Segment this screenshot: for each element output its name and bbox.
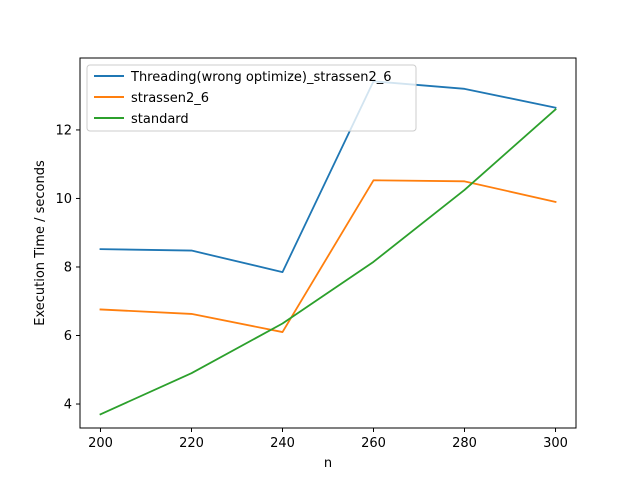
x-axis-label: n <box>324 456 332 471</box>
legend: Threading(wrong optimize)_strassen2_6 st… <box>86 64 417 132</box>
series-layer <box>99 80 557 416</box>
x-tick-label: 200 <box>88 436 113 451</box>
series-line-2 <box>99 108 557 416</box>
x-tick-label: 300 <box>543 436 568 451</box>
y-axis-label: Execution Time / seconds <box>33 160 48 326</box>
x-tick-label: 240 <box>270 436 295 451</box>
legend-label-standard: standard <box>131 112 189 127</box>
x-axis-ticks: 200 220 240 260 280 300 <box>88 428 568 451</box>
series-line-1 <box>99 179 557 333</box>
y-tick-label: 12 <box>55 123 72 138</box>
y-tick-label: 8 <box>64 260 72 275</box>
y-tick-label: 10 <box>55 192 72 207</box>
y-tick-label: 4 <box>64 398 72 413</box>
y-tick-label: 6 <box>64 329 72 344</box>
y-axis-ticks: 4 6 8 10 12 <box>55 123 80 413</box>
plot-frame <box>79 57 577 429</box>
x-tick-label: 220 <box>179 436 204 451</box>
x-tick-label: 260 <box>361 436 386 451</box>
x-tick-label: 280 <box>452 436 477 451</box>
legend-box <box>86 64 417 132</box>
legend-label-threading: Threading(wrong optimize)_strassen2_6 <box>130 70 392 85</box>
series-line-0 <box>99 80 557 274</box>
legend-label-strassen: strassen2_6 <box>131 91 209 106</box>
